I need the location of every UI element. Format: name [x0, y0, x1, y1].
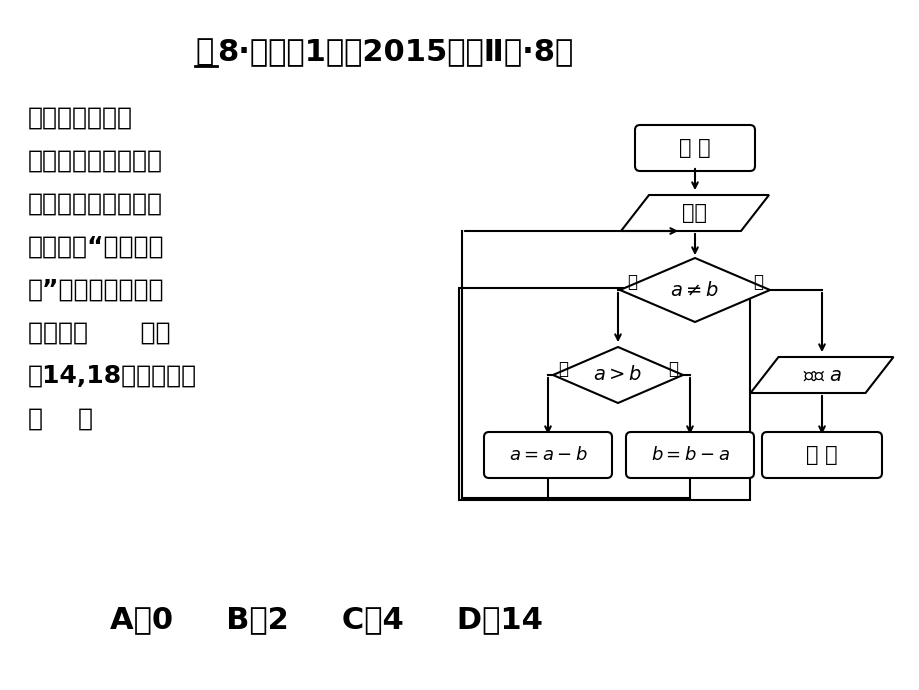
Text: 8·文案例1：《2015课标Ⅱ卷·8》: 8·文案例1：《2015课标Ⅱ卷·8》 — [217, 37, 573, 66]
Text: 术”执行该程序框图: 术”执行该程序框图 — [28, 278, 165, 302]
Text: $b=b-a$: $b=b-a$ — [650, 446, 729, 464]
Text: （    ）: （ ） — [28, 407, 93, 431]
Bar — [459, 288, 749, 500]
FancyBboxPatch shape — [625, 432, 754, 478]
Text: 是: 是 — [627, 273, 636, 291]
FancyBboxPatch shape — [634, 125, 754, 171]
Text: $a\neq b$: $a\neq b$ — [670, 281, 719, 299]
FancyBboxPatch shape — [761, 432, 881, 478]
Text: $a=a-b$: $a=a-b$ — [508, 446, 586, 464]
Polygon shape — [619, 258, 769, 322]
Text: 否: 否 — [667, 360, 677, 378]
Text: 结 束: 结 束 — [805, 445, 837, 465]
FancyBboxPatch shape — [483, 432, 611, 478]
Text: 输入: 输入 — [682, 203, 707, 223]
Polygon shape — [552, 347, 682, 403]
Text: 代数学名著《九章算: 代数学名著《九章算 — [28, 192, 163, 216]
Text: 为14,18，则输出的: 为14,18，则输出的 — [28, 364, 197, 388]
Text: 是: 是 — [558, 360, 567, 378]
Text: A．0     B．2     C．4     D．14: A．0 B．2 C．4 D．14 — [110, 606, 542, 635]
Text: 输出 $a$: 输出 $a$ — [801, 366, 841, 384]
Text: 术》中的“更相减损: 术》中的“更相减损 — [28, 235, 165, 259]
Text: 开 始: 开 始 — [678, 138, 710, 158]
Polygon shape — [750, 357, 892, 393]
Text: 理: 理 — [195, 37, 213, 66]
Text: 否: 否 — [752, 273, 762, 291]
Text: 算法思路源于我国古: 算法思路源于我国古 — [28, 149, 163, 173]
Text: $a>b$: $a>b$ — [593, 366, 642, 384]
Polygon shape — [620, 195, 768, 231]
Text: ，若输入      分别: ，若输入 分别 — [28, 321, 170, 345]
Text: 右边程序框图的: 右边程序框图的 — [28, 106, 133, 130]
